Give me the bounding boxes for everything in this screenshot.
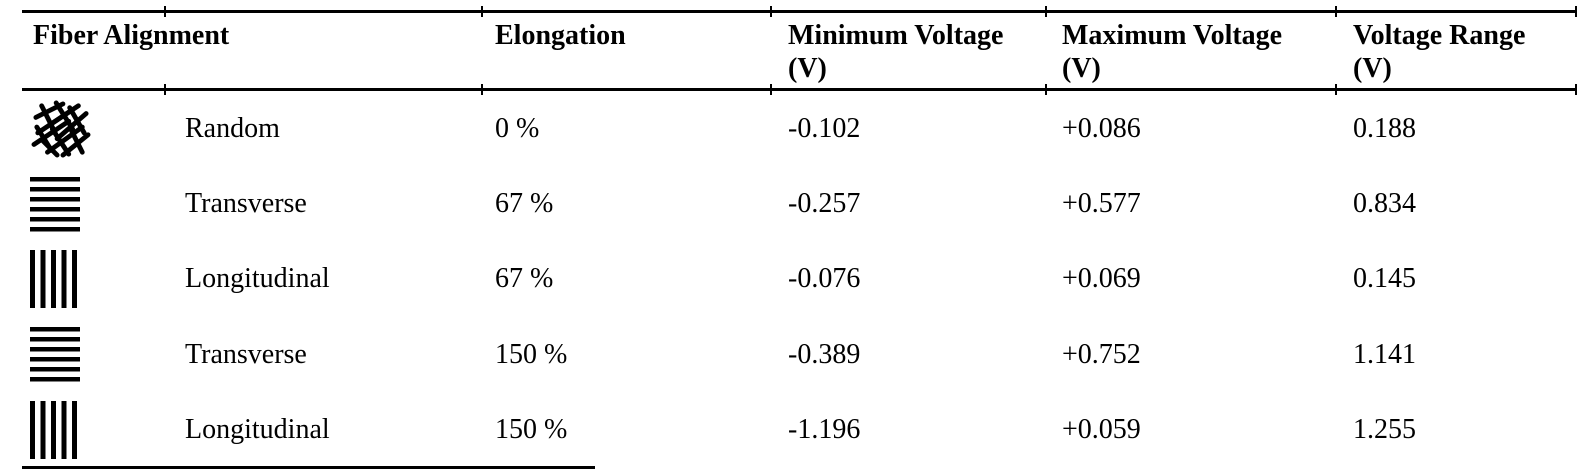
column-boundary-nub xyxy=(164,6,166,17)
table-row-3-min-voltage: -0.076 xyxy=(788,263,861,295)
table-top-rule xyxy=(22,10,1577,13)
table-row-4-voltage-range: 1.141 xyxy=(1353,338,1416,370)
column-boundary-nub xyxy=(1335,6,1337,17)
column-boundary-nub xyxy=(1045,84,1047,95)
table-row-1-icon-cell xyxy=(22,91,165,166)
table-row-2-icon-cell xyxy=(22,166,165,241)
header-bottom-rule xyxy=(22,88,1577,91)
table-row-4-elongation: 150 % xyxy=(495,338,568,370)
header-maximum-voltage: Maximum Voltage (V) xyxy=(1062,20,1283,84)
column-boundary-nub xyxy=(481,84,483,95)
column-boundary-nub xyxy=(1575,84,1577,95)
table-row-2-elongation: 67 % xyxy=(495,188,554,220)
table-row-3-max-voltage: +0.069 xyxy=(1062,263,1141,295)
table-row-5-min-voltage: -1.196 xyxy=(788,414,861,446)
table-row-5-max-voltage: +0.059 xyxy=(1062,414,1141,446)
column-boundary-nub xyxy=(1045,6,1047,17)
column-boundary-nub xyxy=(770,6,772,17)
random-fiber-icon xyxy=(30,100,92,158)
table-row-5-icon-cell xyxy=(22,393,165,468)
table-row-5-alignment: Longitudinal xyxy=(185,414,330,446)
column-boundary-nub xyxy=(481,6,483,17)
table-row-2-voltage-range: 0.834 xyxy=(1353,188,1416,220)
column-boundary-nub xyxy=(1575,6,1577,17)
table-row-3-alignment: Longitudinal xyxy=(185,263,330,295)
table-row-1-min-voltage: -0.102 xyxy=(788,112,861,144)
table-row-1-alignment: Random xyxy=(185,112,280,144)
table-row-4-max-voltage: +0.752 xyxy=(1062,338,1141,370)
fiber-alignment-voltage-table: Fiber Alignment Elongation Minimum Volta… xyxy=(22,6,1577,469)
header-minimum-voltage: Minimum Voltage (V) xyxy=(788,20,1004,84)
table-grid: Fiber Alignment Elongation Minimum Volta… xyxy=(22,10,1577,468)
table-row-3-voltage-range: 0.145 xyxy=(1353,263,1416,295)
table-row-1-voltage-range: 0.188 xyxy=(1353,112,1416,144)
table-row-4-icon-cell xyxy=(22,317,165,392)
column-boundary-nub xyxy=(770,84,772,95)
table-bottom-rule xyxy=(22,466,595,469)
table-row-2-alignment: Transverse xyxy=(185,188,307,220)
column-boundary-nub xyxy=(164,84,166,95)
table-row-2-min-voltage: -0.257 xyxy=(788,188,861,220)
table-row-2-max-voltage: +0.577 xyxy=(1062,188,1141,220)
table-row-1-max-voltage: +0.086 xyxy=(1062,112,1141,144)
column-boundary-nub xyxy=(1335,84,1337,95)
header-elongation: Elongation xyxy=(495,20,626,51)
table-row-5-elongation: 150 % xyxy=(495,414,568,446)
longitudinal-fiber-icon xyxy=(30,250,77,309)
transverse-fiber-icon xyxy=(30,176,80,232)
longitudinal-fiber-icon xyxy=(30,401,77,460)
table-row-3-icon-cell xyxy=(22,242,165,317)
header-fiber-alignment: Fiber Alignment xyxy=(33,20,230,51)
table-row-3-elongation: 67 % xyxy=(495,263,554,295)
header-voltage-range: Voltage Range (V) xyxy=(1353,20,1526,84)
table-row-5-voltage-range: 1.255 xyxy=(1353,414,1416,446)
table-row-4-alignment: Transverse xyxy=(185,338,307,370)
table-row-1-elongation: 0 % xyxy=(495,112,540,144)
transverse-fiber-icon xyxy=(30,327,80,382)
table-row-4-min-voltage: -0.389 xyxy=(788,338,861,370)
